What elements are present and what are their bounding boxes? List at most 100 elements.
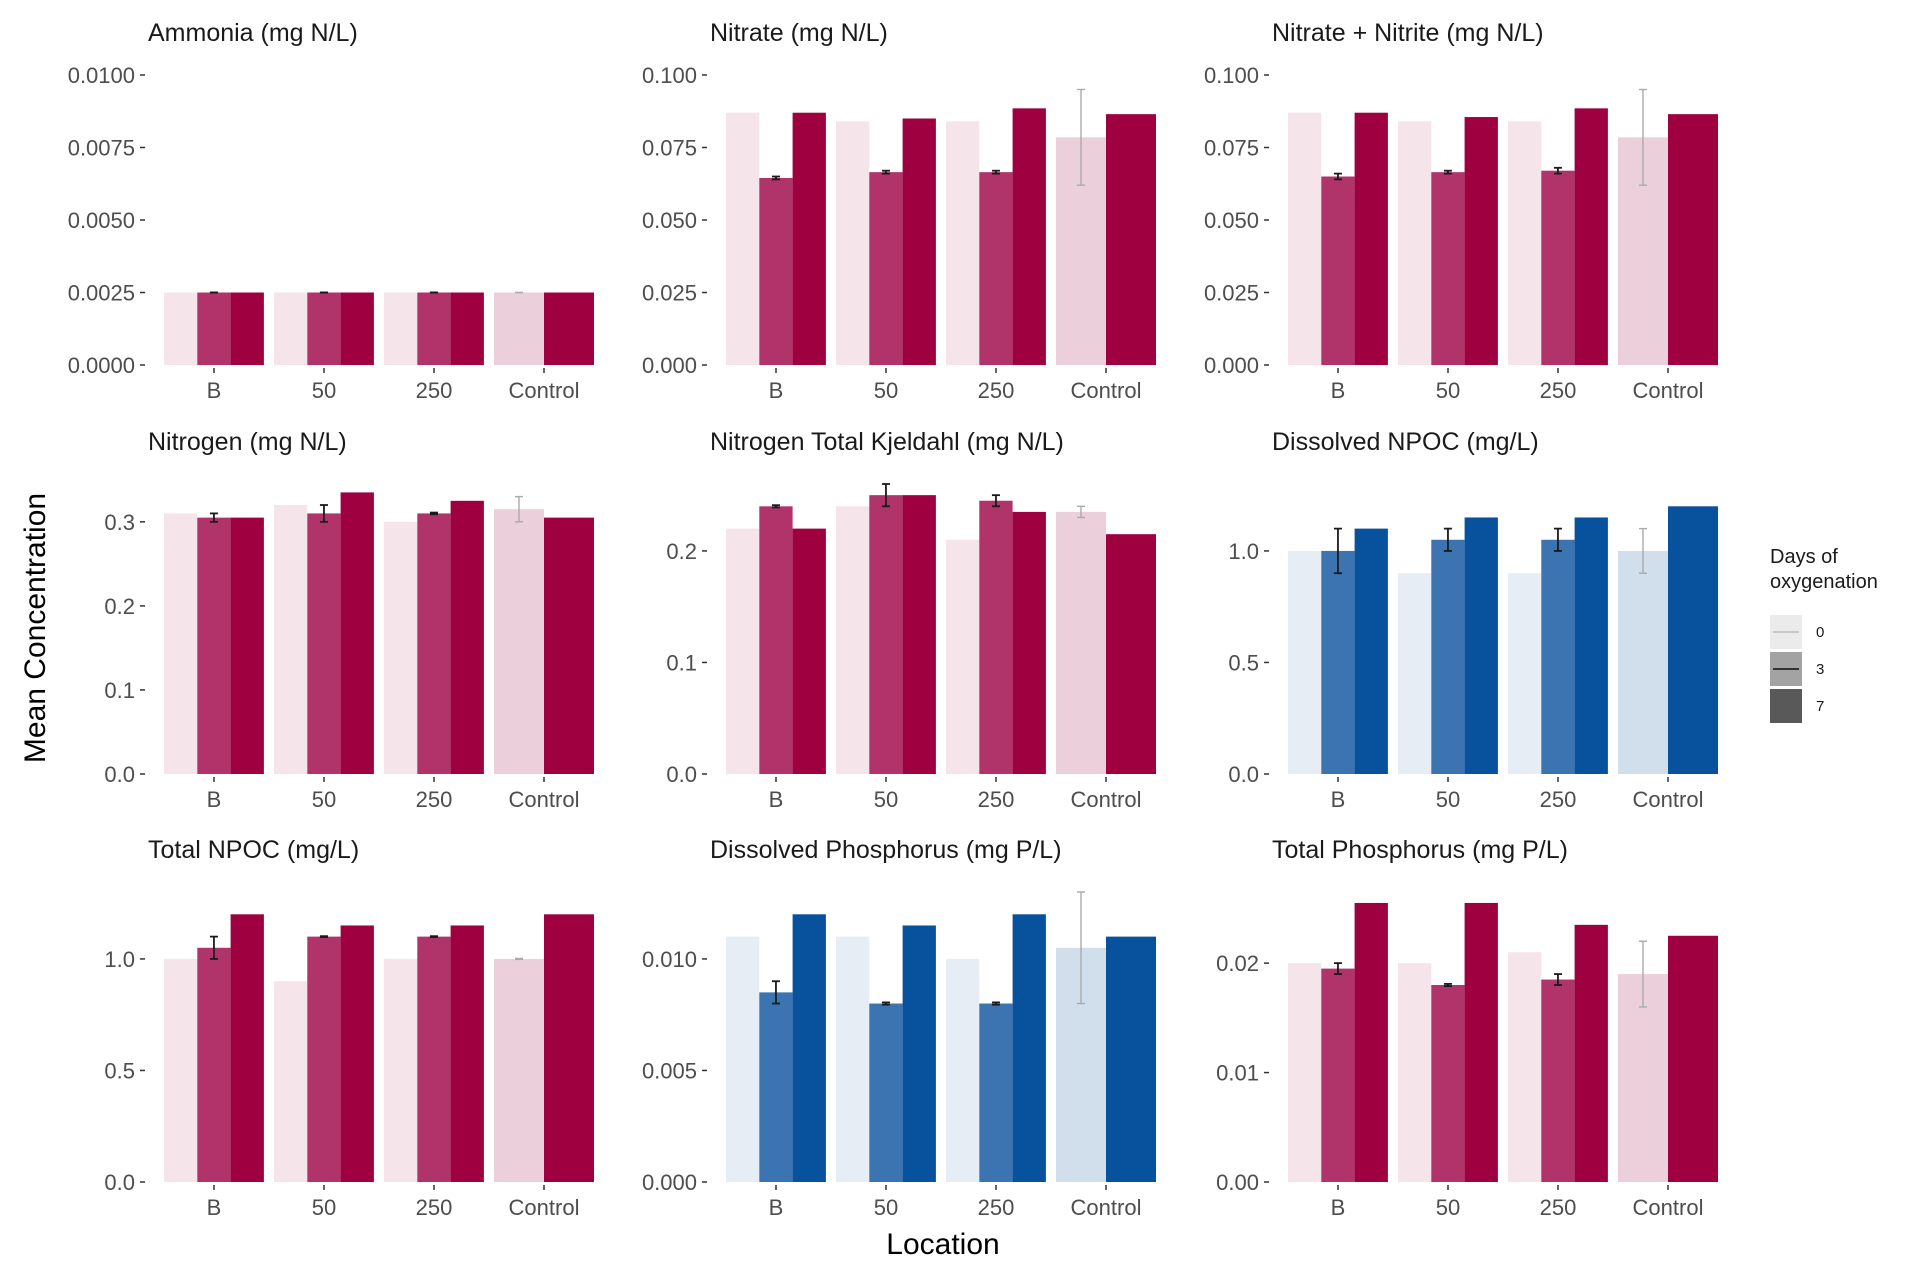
legend-swatch-3 (1770, 652, 1802, 686)
panel-5: Nitrogen Total Kjeldahl (mg N/L) 0.0 0.1 0.… (666, 428, 1156, 812)
bar-b-day3 (197, 292, 231, 365)
bar-250-day0 (384, 958, 418, 1182)
y-tick-label: 0.1 (104, 678, 135, 703)
bar-b-day7 (230, 517, 264, 774)
panel-title: Ammonia (mg N/L) (148, 19, 358, 47)
panel-8: Dissolved Phosphorus (mg P/L) 0.000 0.005 0… (642, 836, 1156, 1220)
x-tick-label: Control (1633, 378, 1704, 403)
bar-b-day0 (164, 958, 198, 1182)
y-tick-label: 0.010 (642, 947, 697, 972)
bar-control-day0 (1618, 974, 1668, 1182)
bar-50-day3 (1431, 539, 1465, 774)
error-bar (1639, 527, 1647, 574)
x-tick-label: Control (509, 378, 580, 403)
y-tick-label: 0.100 (642, 63, 697, 88)
bar-250-day7 (1012, 511, 1046, 774)
y-tick-label: 0.5 (1228, 650, 1259, 675)
y-tick-label: 1.0 (1228, 539, 1259, 564)
error-bar (1443, 527, 1452, 552)
bar-b-day0 (1288, 963, 1322, 1182)
panel-2: Nitrate (mg N/L) 0.000 0.025 0.050 0.075 0.10… (642, 19, 1156, 403)
bar-b-day7 (1354, 112, 1388, 365)
bar-250-day0 (946, 958, 980, 1182)
bar-50-day0 (836, 936, 870, 1182)
error-bar (881, 483, 890, 508)
bar-control-day7 (544, 517, 594, 774)
bar-control-day7 (1668, 506, 1718, 774)
bar-b-day7 (792, 528, 826, 774)
bar-250-day3 (979, 1003, 1013, 1182)
bar-b-day3 (197, 947, 231, 1182)
bar-250-day7 (1574, 108, 1608, 365)
error-bar (515, 495, 523, 523)
bar-250-day0 (946, 121, 980, 366)
bar-50-day3 (307, 513, 341, 774)
error-bar (771, 504, 780, 509)
bar-control-day0 (494, 958, 544, 1182)
error-bar (991, 494, 1000, 508)
legend-label-0: 0 (1816, 624, 1825, 641)
bar-250-day0 (1508, 952, 1542, 1182)
x-tick-label: B (1331, 1195, 1346, 1220)
bar-b-day0 (1288, 112, 1322, 365)
bar-control-day7 (1106, 936, 1156, 1182)
bar-50-day0 (274, 505, 308, 774)
panel-title: Dissolved Phosphorus (mg P/L) (710, 836, 1062, 864)
bar-b-day0 (726, 528, 760, 774)
bar-250-day7 (1012, 914, 1046, 1182)
y-tick-label: 1.0 (104, 947, 135, 972)
error-bar (771, 980, 780, 1005)
x-tick-label: B (1331, 787, 1346, 812)
bar-b-day0 (164, 292, 198, 365)
error-bar (771, 175, 780, 181)
panel-4: Nitrogen (mg N/L) 0.0 0.1 0.2 0.3 B 50 250 Contr… (104, 428, 594, 812)
y-tick-label: 0.0050 (68, 208, 135, 233)
bar-b-day7 (230, 914, 264, 1182)
bar-control-day7 (544, 914, 594, 1182)
error-bar (991, 1001, 1000, 1006)
bar-50-day0 (274, 981, 308, 1182)
y-tick-label: 0.0 (666, 762, 697, 787)
bar-250-day7 (450, 500, 484, 774)
x-tick-label: 250 (978, 378, 1015, 403)
bar-250-day0 (384, 292, 418, 365)
error-bar (1333, 172, 1342, 181)
bar-b-day3 (759, 992, 793, 1182)
y-tick-label: 0.0025 (68, 281, 135, 306)
bar-250-day0 (946, 539, 980, 774)
bar-50-day3 (869, 1003, 903, 1182)
y-tick-label: 0.050 (1204, 208, 1259, 233)
x-tick-label: 50 (874, 787, 898, 812)
y-tick-label: 0.0100 (68, 63, 135, 88)
bar-250-day7 (1574, 924, 1608, 1182)
y-tick-label: 0.000 (1204, 353, 1259, 378)
panel-title: Nitrate (mg N/L) (710, 19, 888, 47)
bar-50-day0 (836, 506, 870, 774)
y-tick-label: 0.0 (1228, 762, 1259, 787)
x-tick-label: 250 (978, 787, 1015, 812)
error-bar (515, 957, 523, 961)
y-tick-label: 0.0000 (68, 353, 135, 378)
error-bar (209, 512, 218, 523)
panel-title: Dissolved NPOC (mg/L) (1272, 428, 1539, 456)
panel-title: Nitrate + Nitrite (mg N/L) (1272, 19, 1544, 47)
y-tick-label: 0.025 (642, 281, 697, 306)
bar-b-day3 (1321, 550, 1355, 774)
x-tick-label: B (207, 378, 222, 403)
bar-250-day3 (417, 513, 451, 774)
x-tick-label: 250 (416, 1195, 453, 1220)
error-bar (209, 935, 218, 960)
bar-control-day0 (1618, 550, 1668, 774)
bar-250-day3 (417, 936, 451, 1182)
bar-50-day3 (869, 172, 903, 365)
error-bar (1639, 940, 1647, 1008)
x-tick-label: 250 (978, 1195, 1015, 1220)
bar-50-day7 (902, 925, 936, 1182)
y-tick-label: 0.025 (1204, 281, 1259, 306)
legend-title: Days of oxygenation (1770, 546, 1878, 593)
bar-b-day0 (726, 936, 760, 1182)
bar-50-day7 (902, 118, 936, 365)
bar-50-day7 (1464, 517, 1498, 774)
error-bar (1443, 169, 1452, 175)
bar-b-day3 (759, 177, 793, 365)
